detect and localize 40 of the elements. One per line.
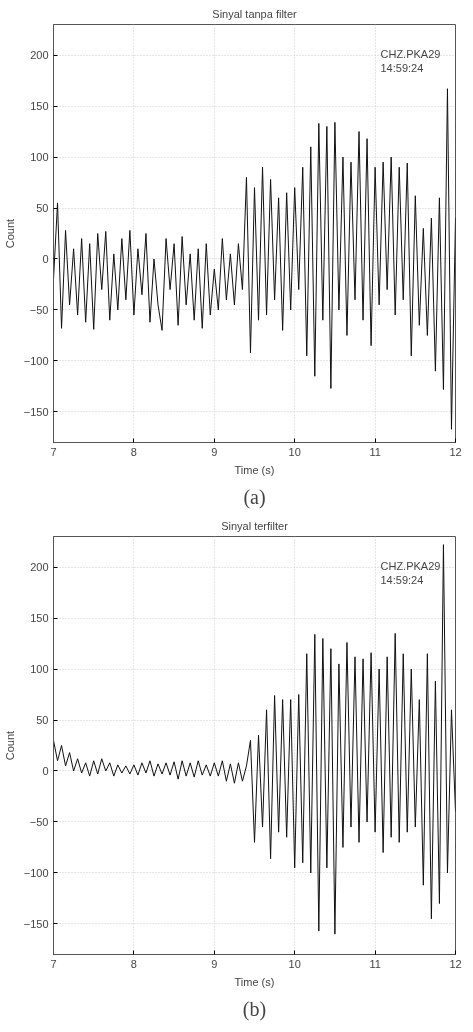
x-tick-label: 12 xyxy=(449,445,462,458)
y-tick-label: 100 xyxy=(30,151,49,164)
x-tick-label: 10 xyxy=(288,957,301,970)
line-series xyxy=(53,544,456,935)
y-tick-label: −150 xyxy=(23,405,49,418)
text: (b) xyxy=(242,997,267,1021)
chart-title: Sinyal terfilter xyxy=(221,519,289,532)
y-tick-label: −50 xyxy=(29,303,49,316)
y-tick-label: 50 xyxy=(36,202,49,215)
x-tick-label: 8 xyxy=(130,957,137,970)
y-tick-label: −50 xyxy=(29,815,49,828)
x-tick-label: 8 xyxy=(130,445,137,458)
y-axis-title: Count xyxy=(3,730,16,761)
y-tick-label: 150 xyxy=(30,612,49,625)
line-series xyxy=(53,88,456,430)
y-tick-label: 50 xyxy=(36,714,49,727)
x-tick-label: 7 xyxy=(50,445,57,458)
y-tick-label: −150 xyxy=(23,917,49,930)
y-tick-label: 0 xyxy=(42,764,49,777)
y-tick-label: −100 xyxy=(23,866,49,879)
y-tick-label: −100 xyxy=(23,354,49,367)
annotation: CHZ.PKA29 14:59:24 xyxy=(380,560,441,587)
x-tick-label: 9 xyxy=(211,957,218,970)
y-tick-label: 200 xyxy=(30,49,49,62)
text: (a) xyxy=(243,485,266,509)
annotation: CHZ.PKA29 14:59:24 xyxy=(380,48,441,75)
y-tick-label: 150 xyxy=(30,100,49,113)
x-axis-title: Time (s) xyxy=(234,463,275,476)
x-axis-title: Time (s) xyxy=(234,975,275,988)
x-tick-label: 10 xyxy=(288,445,301,458)
x-tick-label: 7 xyxy=(50,957,57,970)
y-tick-label: 0 xyxy=(42,252,49,265)
x-tick-label: 12 xyxy=(449,957,462,970)
x-tick-label: 9 xyxy=(211,445,218,458)
y-axis-title: Count xyxy=(3,218,16,249)
x-tick-label: 11 xyxy=(369,957,381,970)
chart-title: Sinyal tanpa filter xyxy=(212,7,298,20)
y-tick-label: 200 xyxy=(30,561,49,574)
x-tick-label: 11 xyxy=(369,445,381,458)
y-tick-label: 100 xyxy=(30,663,49,676)
